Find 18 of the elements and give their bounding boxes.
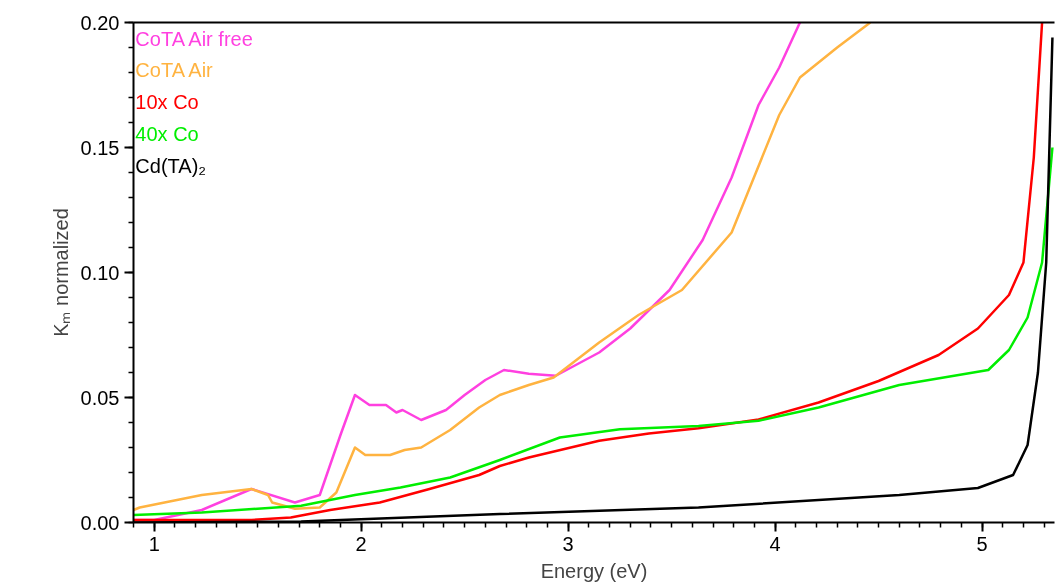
y-tick-label: 0.10 [80,261,120,284]
x-tick-label: 4 [769,532,781,555]
x-tick-label: 2 [355,532,367,555]
y-tick-label: 0.05 [80,386,120,409]
text: Cd(TA)₂ [135,154,207,177]
y-axis-title: Kₘ normalized [49,208,72,337]
text: CoTA Air [135,59,214,82]
y-tick-label: 0.15 [80,136,120,159]
x-tick-label: 5 [976,532,988,555]
line-series [133,146,1054,517]
x-axis-title: Energy (eV) [540,559,648,582]
text: 10x Co [135,91,199,113]
x-tick-label: 1 [148,532,160,555]
text: 40x Co [135,122,199,145]
y-tick-label: 0.00 [80,511,120,534]
text: CoTA Air free [135,27,253,50]
x-tick-label: 3 [562,532,574,555]
y-tick-label: 0.20 [80,11,120,34]
